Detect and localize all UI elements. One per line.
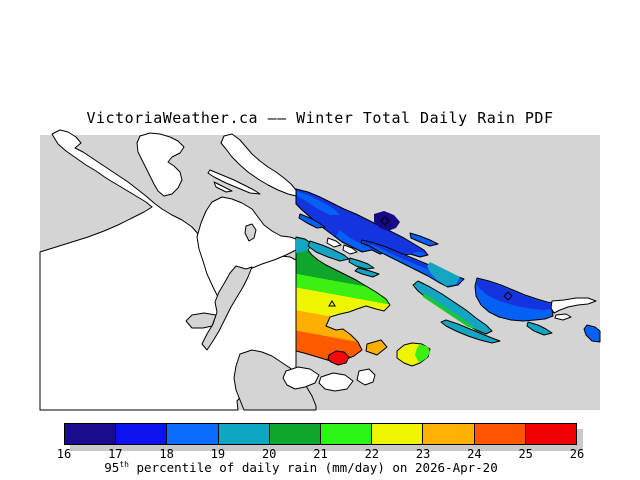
- island-saturna-white-tip: [550, 297, 597, 314]
- island-galiano-data: [295, 188, 429, 258]
- colorbar-tick-label: 21: [313, 447, 328, 461]
- colorbar-segment: [269, 424, 322, 444]
- colorbar-tick-label: 16: [56, 447, 72, 461]
- caption-prefix: 95: [104, 460, 120, 476]
- islet-white-1: [326, 237, 342, 248]
- islet-blue-edge: [583, 324, 601, 343]
- colorbar-segment: [65, 424, 117, 444]
- land-south-lump-2: [318, 372, 354, 392]
- land-south-lump-1: [282, 366, 320, 390]
- colorbar-segment: [116, 424, 168, 444]
- colorbar-tick-label: 19: [210, 447, 226, 461]
- land-sliver-2: [213, 181, 233, 193]
- colorbar-ticks: 16 17 18 19 20 21 22 23 24 25 26: [57, 447, 584, 461]
- colorbar-tick-label: 23: [415, 447, 431, 461]
- islet-teal-small: [526, 321, 553, 336]
- island-teal-long-green: [423, 293, 476, 329]
- harbour-funnel: [233, 349, 317, 411]
- colorbar-segment: [474, 424, 526, 444]
- land-vancouver-island: [39, 129, 297, 411]
- colorbar-tick-label: 17: [108, 447, 123, 461]
- caption-superscript: th: [119, 460, 129, 469]
- colorbar: [64, 423, 577, 445]
- colorbar-segment: [167, 424, 219, 444]
- blob-red: [327, 350, 350, 366]
- colorbar-segment: [525, 424, 577, 444]
- colorbar-segment: [321, 424, 373, 444]
- caption-rest: percentile of daily rain (mm/day) on 202…: [128, 460, 498, 476]
- colorbar-segment: [218, 424, 270, 444]
- plot-title: VictoriaWeather.ca —— Winter Total Daily…: [86, 109, 554, 127]
- island-galiano-azure-tip: [297, 191, 340, 215]
- station-marker-diamond: [503, 291, 513, 301]
- colorbar-tick-label: 22: [364, 447, 380, 461]
- colorbar-caption: 95th percentile of daily rain (mm/day) o…: [60, 460, 542, 475]
- island-pender-teal-tail: [427, 262, 460, 286]
- island-galiano-navy-patch: [374, 211, 400, 231]
- land-saltspring-island: [196, 196, 297, 307]
- islet-white-tip-2: [554, 313, 572, 321]
- colorbar-segment: [423, 424, 475, 444]
- colorbar-tick-label: 20: [261, 447, 277, 461]
- islet-white-2: [342, 244, 358, 255]
- islet-blue-sliver-mid: [409, 232, 439, 247]
- station-marker-triangle: [328, 300, 336, 307]
- land-island-a: [136, 132, 185, 197]
- islet-teal-pair-2: [354, 267, 380, 278]
- saanich-inlet: [201, 265, 253, 351]
- island-saturna-blue-top: [476, 279, 552, 310]
- colorbar-tick-label: 18: [159, 447, 174, 461]
- data-region-teal-cap: [296, 238, 311, 253]
- lake: [244, 223, 257, 242]
- colorbar-tick-label: 24: [467, 447, 482, 461]
- islet-teal-ribbon: [307, 240, 350, 262]
- islet-blue-sliver-sw: [298, 213, 326, 229]
- inlet-west-arm: [185, 312, 217, 329]
- colorbar-segment: [372, 424, 424, 444]
- colorbar-tick-label: 25: [518, 447, 533, 461]
- island-teal-2: [440, 319, 501, 344]
- land-south-islet: [356, 368, 376, 386]
- islet-yellow-green-lime: [415, 344, 430, 363]
- colorbar-tick-label: 26: [569, 447, 585, 461]
- island-galiano-azure-rim: [336, 230, 426, 256]
- islet-teal-pair-1: [348, 257, 375, 270]
- station-marker-diamond: [380, 216, 390, 226]
- blob-orange-quad: [365, 339, 388, 356]
- land-sliver-1: [207, 169, 261, 195]
- station-markers: [328, 216, 513, 307]
